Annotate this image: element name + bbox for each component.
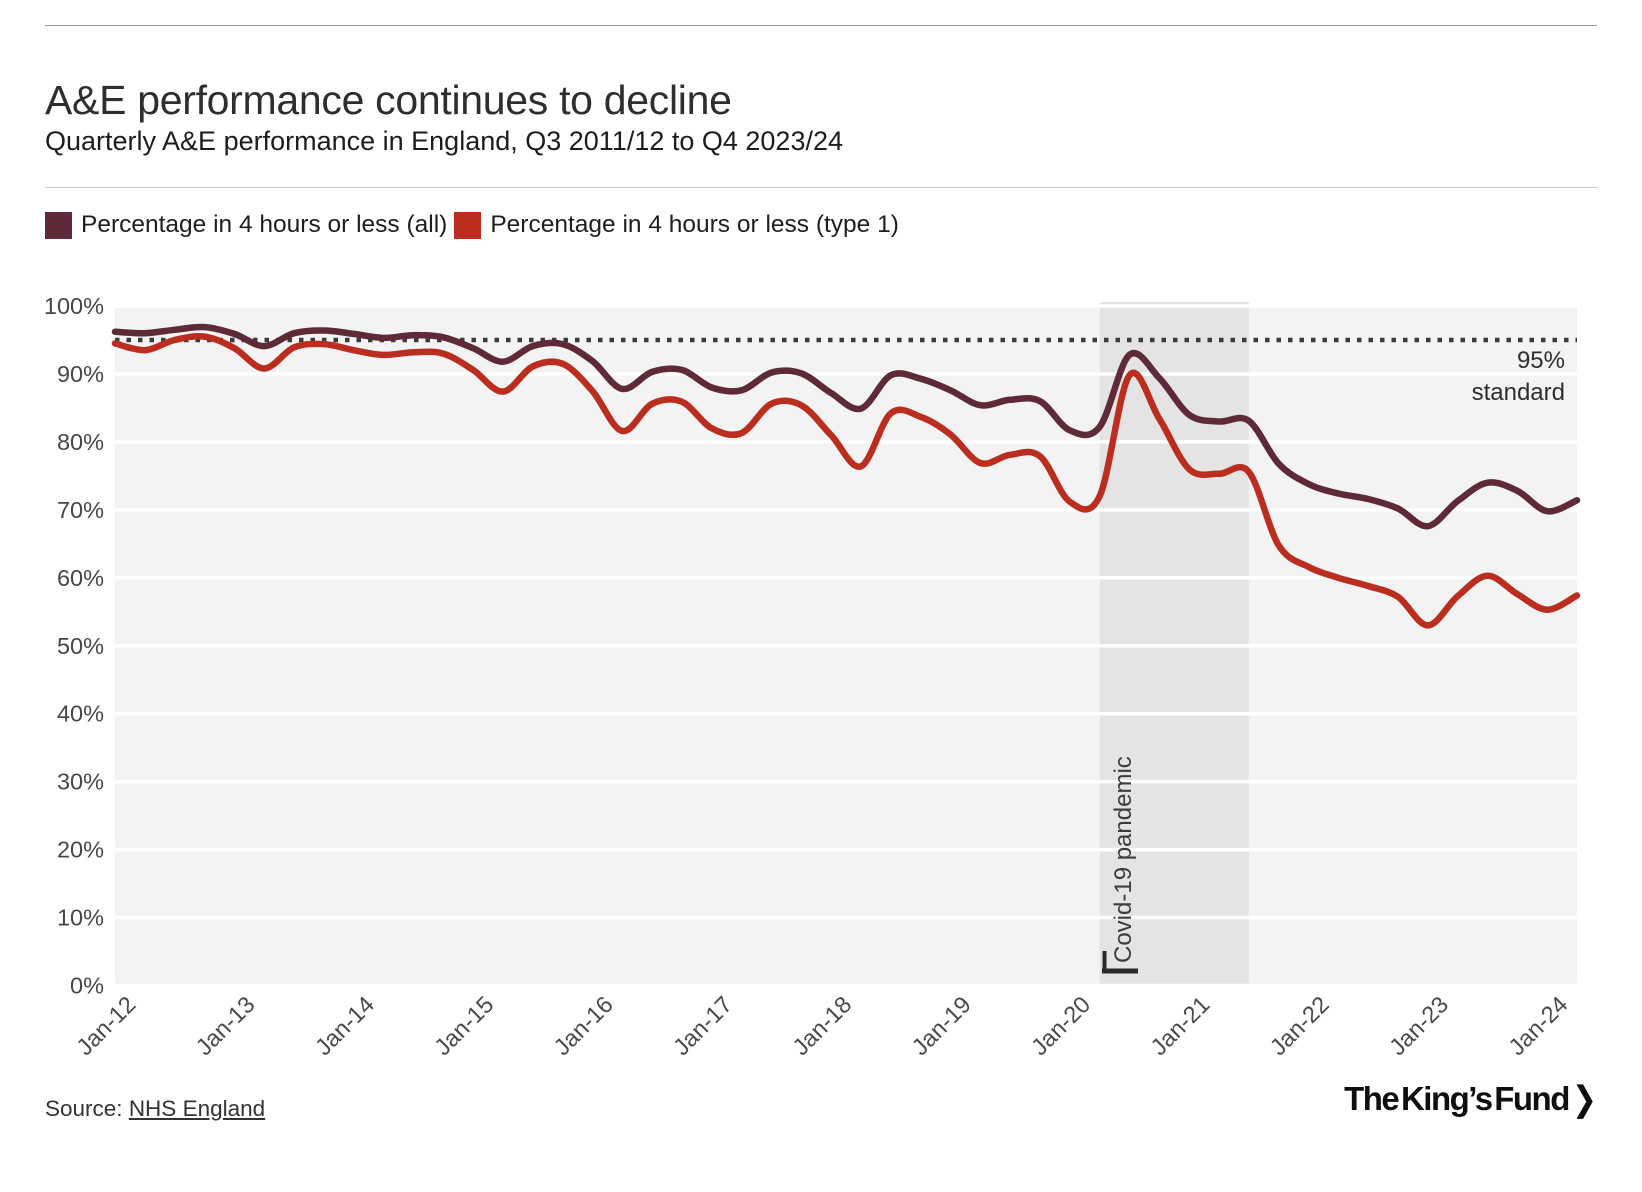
x-tick-label: Jan-24 — [1503, 991, 1572, 1060]
logo-text: The King’s Fund — [1344, 1080, 1570, 1117]
x-tick-label: Jan-14 — [310, 991, 379, 1060]
source-line: Source: NHS England — [45, 1096, 265, 1122]
x-tick-label: Jan-12 — [71, 991, 140, 1060]
x-tick-label: Jan-13 — [191, 991, 260, 1060]
covid-band-label: Covid-19 pandemic — [1110, 756, 1137, 963]
y-tick-label: 50% — [57, 633, 104, 659]
x-tick-label: Jan-17 — [668, 991, 737, 1060]
x-tick-label: Jan-23 — [1384, 991, 1453, 1060]
legend-label-all: Percentage in 4 hours or less (all) — [81, 211, 448, 238]
x-tick-label: Jan-22 — [1265, 991, 1334, 1060]
legend-label-type1: Percentage in 4 hours or less (type 1) — [490, 211, 899, 238]
y-tick-label: 90% — [57, 361, 104, 387]
y-tick-label: 80% — [57, 429, 104, 455]
header-divider — [45, 187, 1597, 188]
logo-chevron-icon: ❯ — [1571, 1078, 1597, 1120]
source-link[interactable]: NHS England — [128, 1096, 266, 1121]
x-tick-label: Jan-20 — [1026, 991, 1095, 1060]
x-tick-label: Jan-18 — [787, 991, 856, 1060]
x-tick-label: Jan-16 — [549, 991, 618, 1060]
chart-legend: Percentage in 4 hours or less (all) Perc… — [45, 211, 899, 239]
legend-swatch-type1 — [454, 211, 482, 239]
series-line-all — [111, 323, 1581, 530]
legend-swatch-all — [45, 211, 72, 239]
page-subtitle: Quarterly A&E performance in England, Q3… — [45, 126, 844, 156]
y-tick-label: 0% — [70, 973, 104, 999]
y-tick-label: 100% — [44, 293, 104, 319]
y-tick-label: 30% — [57, 769, 104, 795]
x-tick-label: Jan-15 — [429, 991, 498, 1060]
x-tick-label: Jan-21 — [1145, 991, 1214, 1060]
top-divider — [45, 25, 1597, 26]
y-tick-label: 10% — [57, 905, 104, 931]
series-line-type1 — [111, 332, 1581, 629]
standard-annotation-word: standard — [1472, 379, 1565, 406]
standard-annotation-value: 95% — [1517, 347, 1565, 374]
source-label: Source: — [45, 1096, 123, 1121]
kings-fund-logo: The King’s Fund ❯ — [1344, 1078, 1597, 1120]
page-title: A&E performance continues to decline — [45, 77, 732, 124]
y-tick-label: 70% — [57, 497, 104, 523]
y-tick-label: 60% — [57, 565, 104, 591]
x-tick-label: Jan-19 — [907, 991, 976, 1060]
y-tick-label: 20% — [57, 837, 104, 863]
y-tick-label: 40% — [57, 701, 104, 727]
